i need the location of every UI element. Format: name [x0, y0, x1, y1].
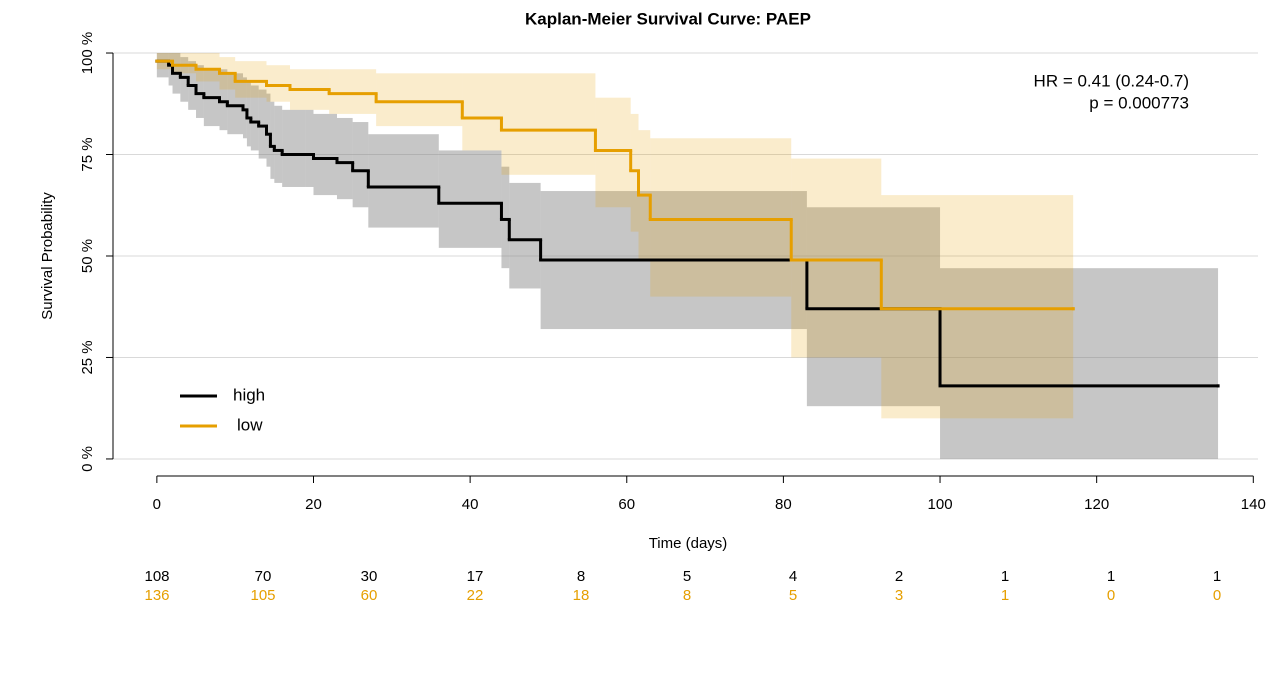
band-step	[172, 53, 197, 74]
survival-curve	[155, 59, 1220, 388]
band-step	[940, 268, 1219, 459]
risk-count: 4	[789, 568, 797, 585]
band-step	[180, 57, 189, 102]
risk-count: 1	[1107, 568, 1115, 585]
band-step	[227, 73, 244, 135]
legend-label: high	[233, 385, 265, 404]
band-step	[336, 117, 353, 200]
risk-count: 0	[1107, 587, 1115, 604]
band-step	[501, 73, 596, 175]
band-step	[196, 65, 204, 118]
band-step	[650, 138, 792, 297]
risk-count: 8	[683, 587, 691, 604]
band-step	[462, 73, 502, 151]
survival-curve	[155, 59, 1075, 311]
band-step	[258, 89, 267, 159]
x-axis-label: Time (days)	[649, 535, 728, 552]
confidence-band	[156, 53, 1074, 419]
y-tick-label: 75 %	[79, 137, 96, 171]
risk-count: 136	[144, 587, 169, 604]
y-tick-label: 0 %	[79, 446, 96, 472]
band-step	[250, 85, 259, 151]
annotation: p = 0.000773	[1089, 93, 1189, 112]
risk-count: 5	[683, 568, 691, 585]
x-tick-label: 120	[1084, 496, 1109, 513]
risk-count: 2	[895, 568, 903, 585]
risk-count: 8	[577, 568, 585, 585]
band-step	[329, 69, 377, 114]
band-step	[196, 53, 220, 82]
band-step	[156, 53, 169, 78]
band-step	[791, 158, 882, 358]
risk-count: 1	[1213, 568, 1221, 585]
band-step	[274, 105, 283, 183]
x-tick-label: 20	[305, 496, 322, 513]
band-step	[168, 53, 173, 86]
band-step	[266, 65, 290, 102]
band-step	[595, 97, 631, 208]
risk-count: 0	[1213, 587, 1221, 604]
band-step	[270, 101, 275, 179]
risk-count: 30	[361, 568, 378, 585]
risk-count: 1	[1001, 568, 1009, 585]
y-tick-label: 25 %	[79, 340, 96, 374]
risk-count: 17	[467, 568, 484, 585]
band-step	[501, 166, 510, 269]
risk-count: 108	[144, 568, 169, 585]
band-step	[305, 109, 314, 187]
band-step	[235, 61, 267, 98]
band-step	[376, 73, 463, 127]
x-tick-label: 80	[775, 496, 792, 513]
band-step	[282, 109, 306, 187]
band-step	[243, 77, 247, 139]
band-step	[219, 69, 228, 131]
risk-count: 18	[573, 587, 590, 604]
x-tick-label: 60	[618, 496, 635, 513]
band-step	[806, 207, 941, 407]
risk-count: 5	[789, 587, 797, 604]
risk-count: 60	[361, 587, 378, 604]
band-step	[368, 134, 439, 228]
x-tick-label: 140	[1241, 496, 1266, 513]
band-step	[509, 182, 541, 289]
risk-count: 3	[895, 587, 903, 604]
legend-label: low	[237, 415, 263, 434]
band-step	[313, 113, 337, 196]
band-step	[352, 122, 369, 208]
risk-count: 70	[255, 568, 272, 585]
band-step	[630, 113, 639, 232]
risk-count: 22	[467, 587, 484, 604]
band-step	[266, 93, 271, 167]
x-tick-label: 40	[462, 496, 479, 513]
risk-count: 1	[1001, 587, 1009, 604]
x-tick-label: 100	[928, 496, 953, 513]
band-step	[246, 81, 251, 147]
band-step	[881, 195, 1074, 419]
x-tick-label: 0	[153, 496, 161, 513]
risk-count: 105	[250, 587, 275, 604]
y-tick-label: 50 %	[79, 239, 96, 273]
band-step	[438, 150, 502, 248]
y-tick-label: 100 %	[79, 32, 96, 75]
annotation: HR = 0.41 (0.24-0.7)	[1034, 71, 1189, 90]
chart-title: Kaplan-Meier Survival Curve: PAEP	[525, 9, 811, 28]
y-axis-label: Survival Probability	[39, 192, 56, 320]
